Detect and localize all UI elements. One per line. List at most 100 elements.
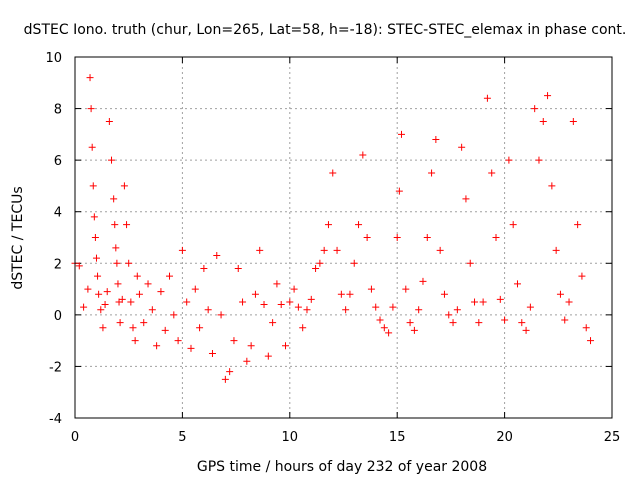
data-point [363,234,371,241]
y-tick-label: -2 [49,360,62,375]
data-point [531,105,539,113]
data-point [91,234,99,241]
data-point [419,277,427,285]
data-point [80,303,88,311]
data-point [303,306,311,314]
data-point [488,169,496,177]
data-point [307,295,315,303]
data-point [290,285,298,293]
data-point [133,272,141,280]
data-point [89,182,97,190]
data-point [544,92,552,100]
data-point [260,301,268,309]
data-point [402,285,410,293]
data-point [556,290,564,298]
data-point [587,337,595,345]
data-point [166,272,174,280]
data-point [535,156,543,164]
y-tick-label: 6 [54,154,62,169]
y-tick-label: 4 [54,206,62,221]
data-point [428,169,436,177]
data-point [174,337,182,345]
data-point [466,259,474,267]
data-point [359,151,367,159]
x-tick-label: 0 [71,430,79,445]
data-point [129,324,137,332]
y-tick-label: 2 [54,257,62,272]
data-point [256,246,264,254]
data-point [471,298,479,306]
data-point [337,290,345,298]
data-point [161,326,169,334]
data-point [191,285,199,293]
data-point [316,259,324,267]
data-point [483,94,491,102]
data-point [458,143,466,151]
data-point [208,350,216,358]
data-point [324,221,332,229]
data-point [247,342,255,350]
data-point [75,262,83,270]
data-point [108,156,116,164]
data-point [243,357,251,365]
plot-frame [74,56,613,419]
data-point [346,290,354,298]
data-point [445,311,453,319]
data-point [251,290,259,298]
data-point [582,324,590,332]
data-point [140,319,148,327]
data-point [376,316,384,324]
data-point [505,156,513,164]
data-point [148,306,156,314]
data-point [312,264,320,272]
x-tick-label: 20 [496,430,513,445]
data-point [187,344,195,352]
data-point [103,288,111,296]
data-point [395,187,403,195]
data-point [440,290,448,298]
data-point [561,316,569,324]
data-point [449,319,457,327]
marker-layer [71,74,595,383]
data-point [522,326,530,334]
data-point [221,375,229,383]
data-point [389,303,397,311]
data-point [230,337,238,345]
data-point [105,117,113,125]
data-point [112,244,120,252]
data-point [539,117,547,125]
x-tick-label: 15 [389,430,406,445]
data-point [131,337,139,345]
data-point [90,213,98,221]
data-point [204,306,212,314]
x-tick-label: 5 [178,430,186,445]
data-point [101,301,109,309]
data-point [144,280,152,288]
data-point [269,319,277,327]
data-point [234,264,242,272]
data-point [496,295,504,303]
data-point [410,326,418,334]
x-tick-label: 25 [604,430,621,445]
chart-title: dSTEC Iono. truth (chur, Lon=265, Lat=58… [24,22,627,38]
data-point [518,319,526,327]
data-point [125,259,133,267]
data-point [123,221,131,229]
data-point [436,246,444,254]
data-point [299,324,307,332]
data-point [320,246,328,254]
data-point [196,324,204,332]
data-point [462,195,470,203]
data-point [226,368,234,376]
data-point [92,254,100,262]
data-point [86,74,94,82]
data-point [217,311,225,319]
data-point [127,298,135,306]
data-point [397,130,405,138]
data-point [479,298,487,306]
data-point [282,342,290,350]
data-point [111,221,119,229]
data-point [277,301,285,309]
